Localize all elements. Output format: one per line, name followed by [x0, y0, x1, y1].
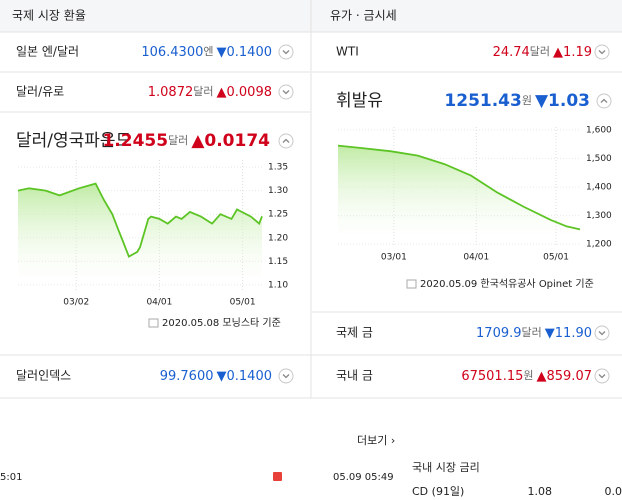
chevron	[598, 331, 606, 336]
y-tick-label: 1.35	[268, 163, 288, 173]
row-quote: 1251.43원 ▼1.03	[444, 91, 590, 111]
row-name: 국내 금	[336, 369, 373, 383]
row-value: 67501.15	[461, 369, 523, 384]
y-tick-label: 1,200	[586, 240, 612, 250]
row-value: 1.2455	[102, 131, 168, 151]
toggle-circle	[278, 133, 294, 149]
toggle-button[interactable]	[596, 93, 612, 109]
news-time: 05.09 05:49	[333, 472, 394, 483]
y-tick-label: 1.15	[268, 257, 288, 267]
y-tick-label: 1,600	[586, 125, 612, 135]
toggle-button[interactable]	[594, 325, 610, 341]
row-quote: 99.7600 ▼0.1400	[160, 369, 272, 384]
row-name: 달러인덱스	[16, 369, 71, 383]
x-tick-label: 03/01	[381, 253, 407, 263]
row-unit: 달러	[193, 85, 213, 98]
x-tick-label: 04/01	[146, 298, 172, 308]
row-change: ▼0.1400	[217, 369, 273, 384]
toggle-button[interactable]	[594, 44, 610, 60]
row-name: 휘발유	[336, 91, 383, 111]
row-quote: 1.0872달러 ▲0.0098	[148, 85, 272, 100]
toggle-button[interactable]	[278, 368, 294, 384]
rates-title: 국내 시장 금리	[412, 461, 480, 474]
y-tick-label: 1.20	[268, 233, 288, 243]
row-unit: 달러	[530, 45, 550, 58]
x-tick-label: 04/01	[463, 253, 489, 263]
x-tick-label: 03/02	[63, 298, 89, 308]
toggle-circle	[278, 368, 294, 384]
chevron	[282, 90, 290, 95]
row-change: ▼1.03	[535, 91, 590, 111]
row-value: 1251.43	[444, 91, 521, 111]
row-change: ▼11.90	[545, 326, 592, 341]
rate-name: CD (91일)	[412, 484, 464, 498]
row-change: ▲1.19	[553, 45, 592, 60]
area	[18, 183, 262, 292]
chevron	[598, 374, 606, 379]
chevron	[282, 374, 290, 379]
area	[338, 145, 580, 247]
row-unit: 원	[522, 94, 532, 107]
toggle-circle	[594, 368, 610, 384]
row-value: 99.7600	[160, 369, 214, 384]
row-quote: 67501.15원 ▲859.07	[461, 369, 592, 384]
row-name: 국제 금	[336, 326, 373, 340]
row-unit: 달러	[168, 134, 188, 147]
toggle-circle	[278, 84, 294, 100]
more-link[interactable]: 더보기 ›	[357, 434, 395, 447]
y-tick-label: 1.25	[268, 210, 288, 220]
toggle-circle	[278, 44, 294, 60]
row-quote: 1709.9달러 ▼11.90	[476, 326, 592, 341]
chevron	[600, 98, 608, 103]
toggle-button[interactable]	[278, 44, 294, 60]
row-unit: 달러	[522, 326, 542, 339]
header-title: 유가 · 금시세	[330, 9, 397, 23]
news-time: 5:01	[0, 472, 22, 483]
source-note: 2020.05.08 모닝스타 기준	[162, 317, 281, 329]
chevron	[282, 50, 290, 55]
y-tick-label: 1,400	[586, 183, 612, 193]
row-quote: 1.2455달러 ▲0.0174	[102, 131, 270, 151]
row-name: 달러/유로	[16, 85, 64, 99]
row-quote: 24.74달러 ▲1.19	[493, 45, 592, 60]
row-unit: 원	[523, 369, 533, 382]
row-value: 1.0872	[148, 85, 194, 100]
y-tick-label: 1,300	[586, 211, 612, 221]
source-icon	[148, 318, 159, 328]
row-quote: 106.4300엔 ▼0.1400	[141, 45, 272, 60]
row-value: 106.4300	[141, 45, 203, 60]
row-change: ▼0.1400	[217, 45, 273, 60]
line	[17, 182, 263, 258]
rate-change: 0.0	[605, 485, 622, 498]
x-tick-label: 05/01	[543, 253, 569, 263]
row-name: 일본 엔/달러	[16, 45, 79, 59]
row-name: 달러/영국파운드	[16, 131, 131, 151]
y-tick-label: 1,500	[586, 154, 612, 164]
toggle-button[interactable]	[594, 368, 610, 384]
y-tick-label: 1.30	[268, 186, 288, 196]
toggle-button[interactable]	[278, 133, 294, 149]
row-change: ▲0.0174	[191, 131, 270, 151]
row-change: ▲859.07	[537, 369, 593, 384]
line	[337, 144, 581, 231]
source-note: 2020.05.09 한국석유공사 Opinet 기준	[420, 278, 594, 290]
chevron	[282, 138, 290, 143]
toggle-circle	[594, 325, 610, 341]
toggle-circle	[596, 93, 612, 109]
chevron	[598, 50, 606, 55]
y-tick-label: 1.10	[268, 280, 288, 290]
rate-value: 1.08	[528, 485, 553, 498]
toggle-circle	[594, 44, 610, 60]
source-icon	[406, 279, 417, 289]
row-name: WTI	[336, 45, 359, 59]
row-value: 1709.9	[476, 326, 522, 341]
x-tick-label: 05/01	[230, 298, 256, 308]
row-change: ▲0.0098	[217, 85, 273, 100]
row-unit: 엔	[203, 45, 213, 58]
header-title: 국제 시장 환율	[12, 9, 86, 23]
row-value: 24.74	[493, 45, 530, 60]
news-icon	[273, 472, 282, 481]
toggle-button[interactable]	[278, 84, 294, 100]
